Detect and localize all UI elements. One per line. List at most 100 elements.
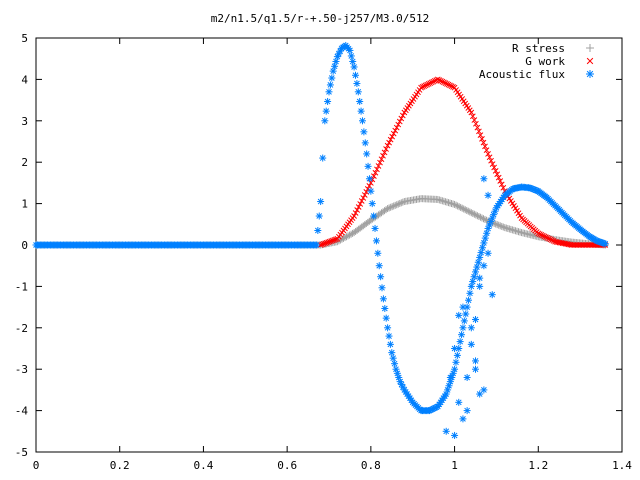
data-point (347, 52, 355, 60)
data-point (480, 139, 487, 146)
data-point (535, 230, 542, 237)
data-point (353, 80, 361, 88)
data-point (538, 232, 545, 238)
data-point (494, 171, 501, 178)
data-point (363, 150, 371, 158)
data-point (480, 262, 488, 270)
data-point (354, 88, 362, 96)
data-point (467, 340, 475, 348)
data-point (460, 205, 468, 213)
data-point (468, 109, 475, 116)
data-point (379, 295, 387, 303)
data-point (394, 200, 402, 208)
data-point (484, 249, 492, 257)
data-point (393, 124, 400, 131)
data-point (481, 234, 489, 242)
data-point (317, 242, 324, 248)
data-point (375, 262, 383, 270)
data-point (478, 214, 486, 222)
data-point (539, 232, 546, 239)
data-point (364, 186, 371, 192)
data-point (454, 202, 462, 210)
data-point (458, 204, 466, 212)
data-point (479, 215, 487, 223)
data-point (455, 398, 463, 406)
data-point (476, 253, 484, 261)
data-point (377, 273, 385, 281)
data-point (546, 235, 552, 242)
legend-marker (586, 44, 594, 52)
data-point (476, 274, 484, 282)
data-point (476, 282, 484, 290)
data-point (360, 128, 368, 136)
data-point (350, 63, 358, 71)
data-point (477, 132, 484, 138)
y-tick-label: 1 (21, 198, 28, 211)
data-point (459, 324, 467, 332)
data-point (323, 239, 330, 246)
data-point (474, 124, 481, 131)
data-point (380, 152, 386, 159)
x-tick-label: 0 (33, 459, 40, 472)
axis-ticks (35, 37, 623, 453)
series-2 (32, 41, 609, 415)
x-tick-label: 1.4 (612, 459, 632, 472)
data-point (328, 74, 336, 82)
data-point (452, 358, 460, 366)
data-point (378, 156, 385, 163)
data-point (492, 167, 499, 174)
data-point (383, 146, 389, 152)
data-point (451, 365, 459, 373)
data-point (382, 314, 390, 322)
data-point (392, 127, 399, 134)
data-point (397, 199, 405, 207)
data-point (391, 201, 399, 209)
data-point (463, 373, 471, 381)
data-point (472, 316, 479, 324)
data-point (396, 118, 403, 125)
data-point (326, 238, 333, 245)
data-point (360, 195, 367, 201)
data-point (343, 233, 351, 241)
data-point (399, 112, 406, 119)
data-point (346, 46, 354, 54)
legend-marker (586, 70, 594, 78)
data-point (381, 149, 388, 156)
data-point (451, 431, 459, 439)
data-point (459, 303, 467, 311)
data-point (481, 215, 489, 223)
data-point (498, 181, 505, 188)
legend-label: G work (525, 55, 565, 68)
data-point (344, 232, 352, 240)
data-point (326, 81, 334, 89)
data-point (479, 135, 485, 142)
data-point (356, 97, 364, 105)
data-point (421, 83, 428, 90)
data-point (472, 365, 479, 373)
data-point (371, 224, 379, 232)
data-point (471, 117, 478, 123)
data-point (314, 227, 322, 235)
data-point (399, 198, 407, 206)
y-tick-label: -5 (15, 446, 28, 459)
data-point (473, 212, 481, 220)
data-point (358, 117, 366, 125)
data-point (483, 229, 491, 237)
data-point (322, 240, 329, 247)
data-point (461, 206, 469, 214)
data-point (398, 115, 405, 122)
chart-title: m2/n1.5/q1.5/r-+.50-j257/M3.0/512 (211, 12, 430, 25)
data-point (346, 231, 354, 239)
data-point (472, 268, 479, 276)
x-tick-label: 1.2 (528, 459, 548, 472)
x-tick-label: 0.4 (193, 459, 213, 472)
data-point (442, 80, 449, 87)
data-point (478, 244, 486, 252)
data-point (425, 81, 432, 87)
data-point (491, 164, 498, 171)
data-point (388, 349, 396, 357)
data-point (488, 157, 494, 164)
data-point (480, 175, 488, 183)
data-point (456, 338, 464, 346)
data-point (476, 213, 484, 221)
